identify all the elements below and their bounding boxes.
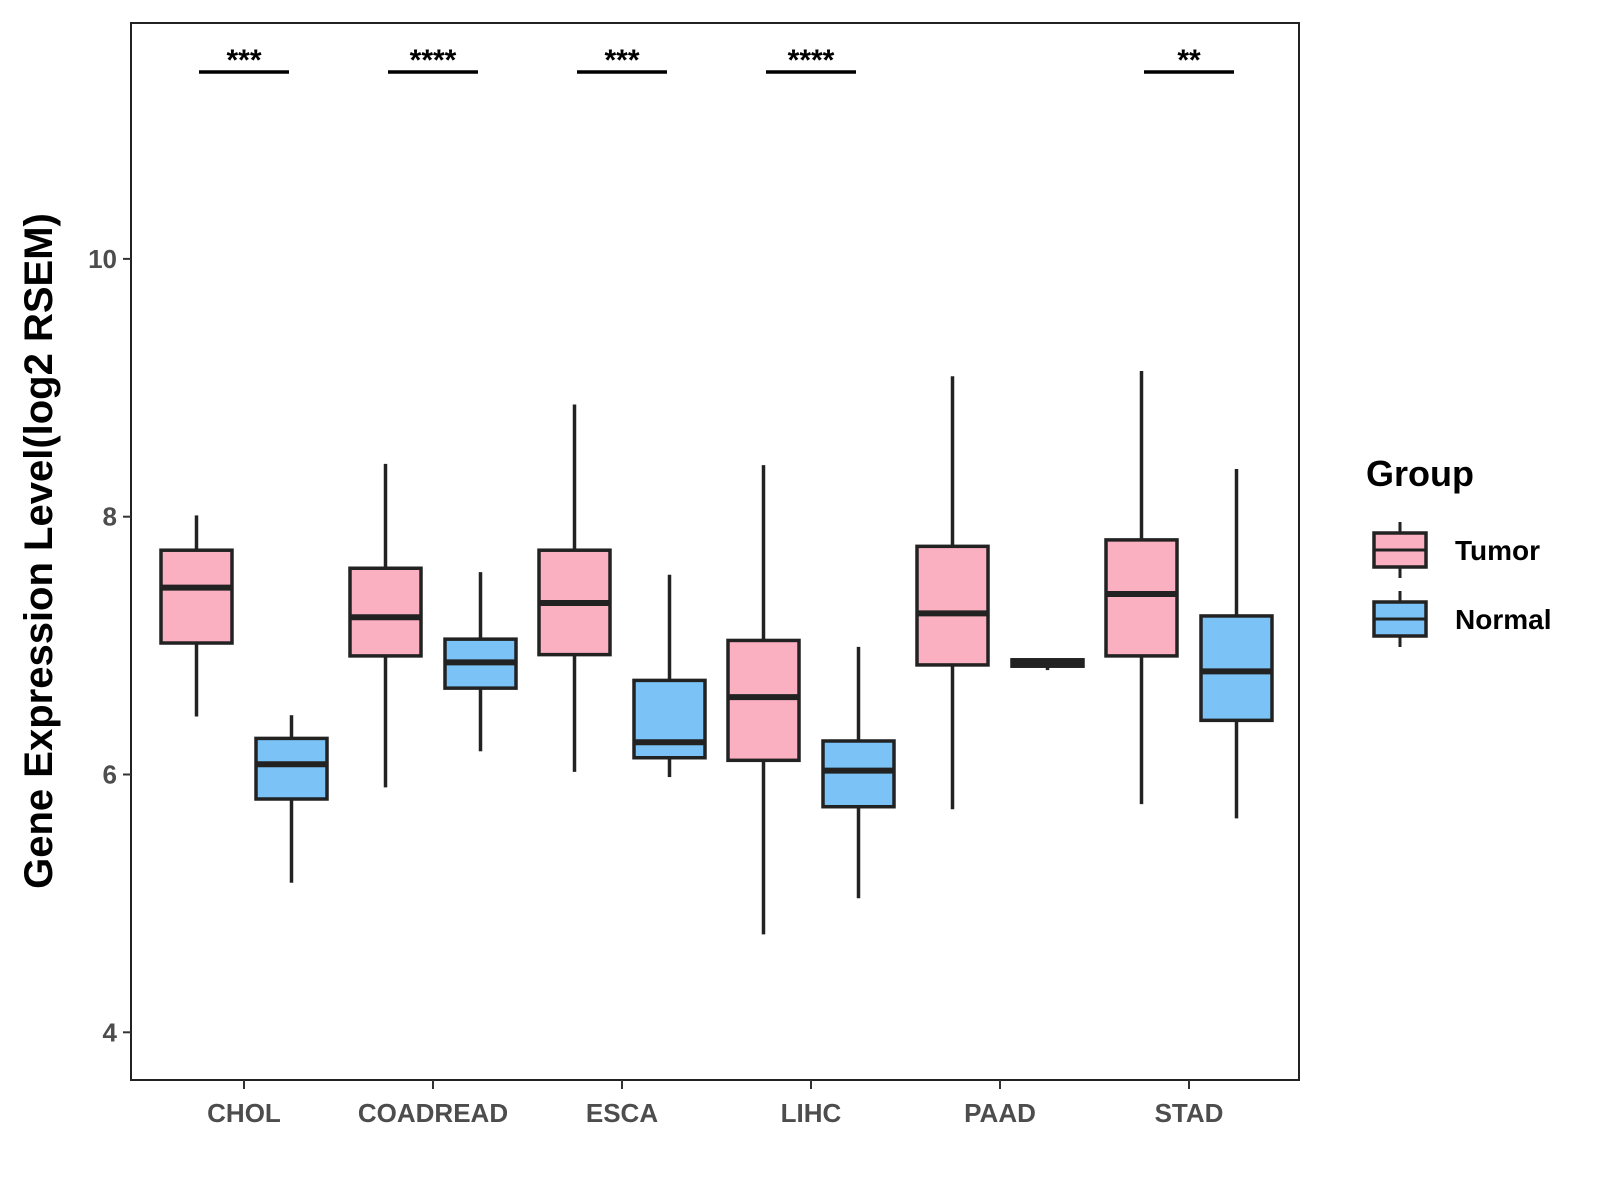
y-tick-label: 4 — [103, 1017, 118, 1047]
box-tumor-chol — [159, 515, 234, 717]
significance-esca: *** — [577, 44, 667, 77]
box-iqr — [1199, 614, 1274, 723]
box-tumor-paad — [915, 376, 990, 810]
legend-label-normal: Normal — [1455, 604, 1551, 635]
box-iqr — [254, 736, 329, 801]
box-tumor-stad — [1104, 371, 1179, 805]
significance-label: *** — [604, 44, 639, 77]
box-tumor-lihc — [726, 465, 801, 935]
box-normal-coadread — [443, 572, 518, 752]
y-axis: 4 6 8 10 — [88, 244, 131, 1047]
legend: Group Tumor Normal — [1366, 453, 1551, 647]
x-axis: CHOL COADREAD ESCA LIHC PAAD STAD — [207, 1080, 1223, 1128]
significance-label: **** — [410, 44, 457, 77]
box-iqr — [1104, 538, 1179, 658]
significance-layer: *** **** *** **** ** — [199, 44, 1234, 77]
box-normal-paad — [1010, 658, 1085, 671]
significance-label: **** — [788, 44, 835, 77]
box-iqr — [821, 739, 896, 809]
x-tick-label-chol: CHOL — [207, 1098, 281, 1128]
box-tumor-esca — [537, 404, 612, 772]
significance-coadread: **** — [388, 44, 478, 77]
box-normal-lihc — [821, 646, 896, 899]
legend-item-tumor: Tumor — [1372, 522, 1540, 578]
box-layer — [159, 371, 1274, 935]
box-iqr — [159, 548, 234, 645]
y-tick-label: 6 — [103, 760, 117, 790]
y-axis-title: Gene Expression Level(log2 RSEM) — [17, 213, 61, 889]
significance-stad: ** — [1144, 44, 1234, 77]
box-normal-chol — [254, 715, 329, 883]
x-tick-label-paad: PAAD — [964, 1098, 1036, 1128]
x-tick-label-coadread: COADREAD — [358, 1098, 508, 1128]
x-tick-label-stad: STAD — [1155, 1098, 1224, 1128]
significance-chol: *** — [199, 44, 289, 77]
y-tick-label: 8 — [103, 502, 117, 532]
plot-panel-border — [130, 22, 1300, 1081]
significance-lihc: **** — [766, 44, 856, 77]
box-normal-esca — [632, 574, 707, 778]
x-tick-label-esca: ESCA — [586, 1098, 658, 1128]
box-normal-stad — [1199, 469, 1274, 819]
y-tick-label: 10 — [88, 244, 117, 274]
box-iqr — [632, 678, 707, 760]
significance-label: ** — [1177, 44, 1201, 77]
x-tick-label-lihc: LIHC — [781, 1098, 842, 1128]
box-iqr — [348, 566, 423, 658]
legend-label-tumor: Tumor — [1455, 535, 1540, 566]
significance-label: *** — [226, 44, 261, 77]
box-iqr — [915, 544, 990, 667]
legend-item-normal: Normal — [1372, 591, 1551, 647]
box-tumor-coadread — [348, 463, 423, 788]
box-iqr — [726, 638, 801, 763]
legend-title: Group — [1366, 453, 1474, 494]
